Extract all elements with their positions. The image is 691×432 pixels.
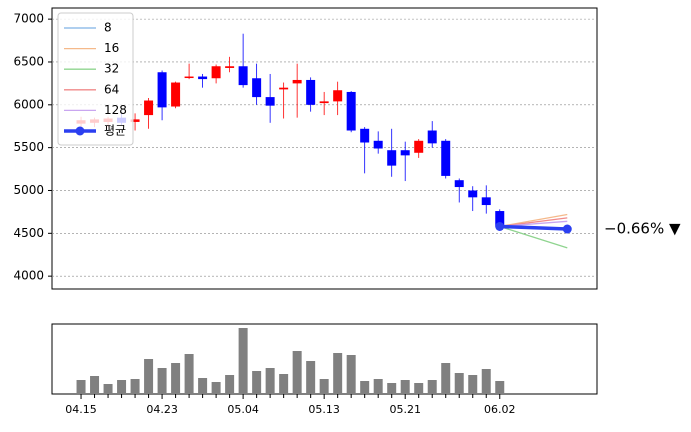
legend-label: 128 xyxy=(104,103,127,117)
projection-marker xyxy=(562,224,572,234)
candle-body xyxy=(238,66,248,86)
volume-bar xyxy=(265,368,275,394)
candle-body xyxy=(414,140,424,153)
volume-bar xyxy=(90,376,100,394)
x-tick-label: 06.02 xyxy=(484,403,516,416)
volume-bar xyxy=(198,378,208,394)
volume-bar xyxy=(252,371,262,394)
candle-body xyxy=(279,87,289,90)
volume-bar xyxy=(319,379,329,394)
candle-body xyxy=(211,66,221,79)
legend-label: 평균 xyxy=(104,124,126,138)
volume-bar xyxy=(346,355,356,394)
x-tick-label: 05.13 xyxy=(308,403,340,416)
volume-bar xyxy=(76,380,86,394)
volume-bar xyxy=(184,354,194,394)
candle-body xyxy=(346,91,356,131)
x-tick-label: 05.04 xyxy=(227,403,259,416)
volume-bar xyxy=(306,361,316,394)
candle-body xyxy=(427,130,437,144)
volume-bar xyxy=(427,380,437,394)
volume-bar xyxy=(454,373,464,394)
volume-bar xyxy=(468,375,478,394)
projection-line xyxy=(499,225,568,249)
candle-body xyxy=(468,190,478,198)
y-tick-label: 6000 xyxy=(13,97,44,111)
candle-body xyxy=(319,101,329,104)
volume-bar xyxy=(292,351,302,394)
y-tick-label: 5500 xyxy=(13,140,44,154)
volume-bar xyxy=(373,379,383,394)
volume-bar xyxy=(360,381,370,394)
volume-bar xyxy=(495,381,505,394)
candle-body xyxy=(333,90,343,102)
projection-marker xyxy=(495,221,505,231)
candle-body xyxy=(481,197,491,206)
legend-marker xyxy=(75,126,85,136)
legend-label: 32 xyxy=(104,62,119,76)
y-tick-label: 7000 xyxy=(13,12,44,26)
candle-body xyxy=(225,66,235,68)
volume-bar xyxy=(157,368,167,394)
y-tick-label: 5000 xyxy=(13,183,44,197)
candle-body xyxy=(400,150,410,156)
volume-bar xyxy=(279,374,289,394)
candle-body xyxy=(454,180,464,188)
volume-bar xyxy=(225,375,235,394)
candle-body xyxy=(130,119,140,122)
candle-body xyxy=(198,76,208,80)
candle-body xyxy=(171,82,181,107)
candle-body xyxy=(495,211,505,227)
candle-body xyxy=(265,97,275,106)
candle-body xyxy=(184,76,194,79)
main-frame xyxy=(51,7,598,290)
volume-bar xyxy=(211,382,221,394)
volume-bar xyxy=(238,328,248,394)
x-tick-label: 05.21 xyxy=(389,403,421,416)
volume-bar xyxy=(130,379,140,394)
legend-label: 64 xyxy=(104,82,119,96)
volume-bar xyxy=(103,384,113,394)
volume-bar xyxy=(117,380,127,394)
y-tick-label: 4500 xyxy=(13,226,44,240)
candle-body xyxy=(144,100,154,116)
volume-bar xyxy=(144,359,154,394)
candle-body xyxy=(387,150,397,166)
legend-box xyxy=(57,12,134,146)
y-tick-label: 4000 xyxy=(13,269,44,283)
legend-label: 16 xyxy=(104,41,119,55)
candle-body xyxy=(292,79,302,84)
volume-bar xyxy=(481,369,491,394)
change-annotation: −0.66% ▼ xyxy=(604,220,681,238)
candle-body xyxy=(441,140,451,176)
volume-bar xyxy=(400,380,410,394)
volume-bar xyxy=(333,353,343,394)
x-tick-label: 04.23 xyxy=(146,403,178,416)
volume-bar xyxy=(441,363,451,394)
candle-body xyxy=(252,78,262,98)
volume-bar xyxy=(171,363,181,394)
volume-bar xyxy=(387,383,397,394)
candle-body xyxy=(360,128,370,143)
candle-body xyxy=(373,140,383,149)
projection-line xyxy=(499,224,568,231)
y-tick-label: 6500 xyxy=(13,54,44,68)
legend-label: 8 xyxy=(104,21,112,35)
candle-body xyxy=(157,72,167,108)
candle-body xyxy=(306,79,316,105)
x-tick-label: 04.15 xyxy=(65,403,97,416)
volume-bar xyxy=(414,383,424,394)
